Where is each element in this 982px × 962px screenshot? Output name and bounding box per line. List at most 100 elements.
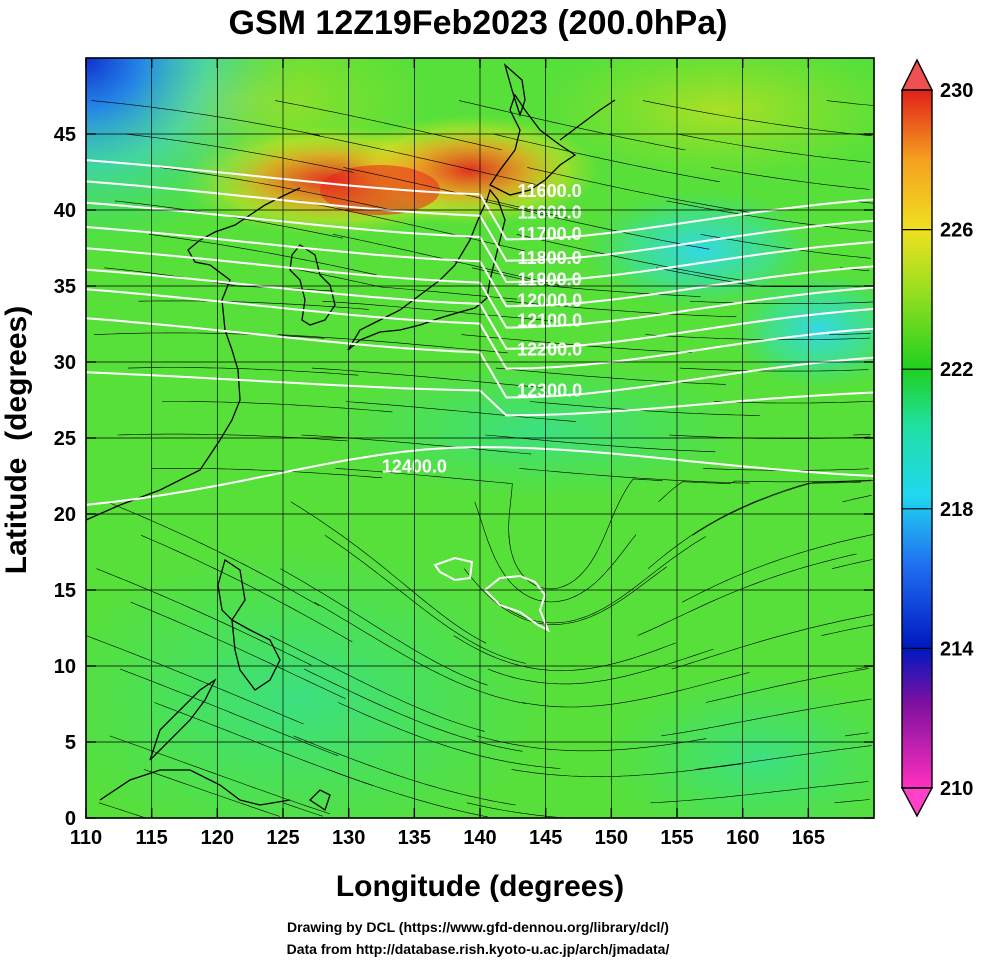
streamline-15 [338,702,561,769]
streamline-23 [86,635,304,725]
streamline-12 [661,698,872,737]
streamline-67 [829,333,871,335]
streamline-37 [141,535,353,643]
colorbar-max-arrow [900,58,934,91]
streamline-13 [845,732,869,737]
streamline-11 [477,735,707,752]
streamline-21 [671,614,874,670]
streamline-63 [93,332,325,339]
streamline-38 [324,535,526,664]
coastlines [86,63,616,812]
streamline-92 [493,133,720,183]
x-tick-label-6: 140 [463,827,496,849]
colorbar-label-0: 210 [940,778,973,800]
x-tick-label-7: 145 [529,827,562,849]
y-tick-label-6: 30 [54,352,76,374]
streamline-80 [700,234,871,259]
streamline-77 [148,234,377,276]
streamline-16 [521,672,750,708]
contour-label-6: 12100.0 [517,310,582,330]
y-tick-label-3: 15 [54,580,76,602]
x-tick-label-5: 135 [398,827,431,849]
streamline-44 [658,479,872,503]
streamline-2 [466,802,567,818]
streamline-28 [130,601,346,699]
streamline-86 [159,167,388,210]
streamline-1 [282,802,323,817]
streamline-8 [695,745,872,770]
chart-title: GSM 12Z19Feb2023 (200.0hPa) [229,4,728,42]
colorbar-label-1: 214 [940,638,974,660]
colorbar-min-arrow [900,787,934,818]
streamline-71 [690,300,874,305]
streamline-30 [498,536,706,624]
streamline-69 [322,300,553,322]
streamline-46 [151,467,382,479]
streamline-19 [303,668,523,752]
streamline-79 [516,234,744,281]
streamline-36 [831,559,873,569]
streamline-55 [162,401,393,413]
streamline-89 [711,167,870,190]
y-tick-label-1: 5 [65,732,76,754]
x-tick-label-1: 115 [136,827,168,849]
contour-label-0: 11600.0 [518,181,582,201]
streamline-14 [154,702,374,786]
x-tick-label-4: 130 [332,827,365,849]
x-tick-label-8: 150 [595,827,628,849]
streamline-95 [91,100,320,136]
streamline-88 [527,167,755,214]
streamline-41 [106,501,320,607]
contour-label-4: 11900.0 [518,269,582,289]
streamline-34 [463,566,667,625]
streamline-84 [666,200,872,232]
streamline-98 [642,100,872,137]
colorbar-gradient [901,89,933,789]
streamline-96 [275,100,502,151]
y-tick-labels: 0 5 10 15 20 25 30 35 40 45 [54,124,76,830]
streamline-10 [293,735,516,806]
colorbar-label-4: 226 [940,220,973,242]
streamline-83 [482,200,710,250]
heatmap-field [86,58,874,818]
contour-label-3: 11800.0 [518,248,582,268]
streamline-99 [826,100,874,106]
y-tick-label-8: 40 [54,200,76,222]
streamline-50 [117,433,348,442]
streamline-68 [138,300,369,310]
streamline-18 [119,668,339,756]
streamline-93 [676,133,871,163]
streamline-39 [508,478,663,590]
y-tick-label-2: 10 [54,656,76,678]
grid-lines [86,58,874,818]
streamline-32 [96,568,312,666]
credit-line-1: Drawing by DCL (https://www.gfd-dennou.o… [287,919,669,935]
streamline-42 [290,501,487,644]
streamline-9 [109,735,331,815]
x-tick-label-3: 125 [266,827,299,849]
closed-contours [433,556,550,633]
streamline-25 [453,635,676,671]
streamline-74 [472,267,701,297]
x-tick-labels: 110 115 120 125 130 135 140 145 150 155 160 165 [70,827,825,849]
streamline-54 [852,434,871,436]
x-tick-label-10: 160 [726,827,759,849]
streamline-45 [842,495,872,503]
y-tick-label-4: 20 [54,504,76,526]
contour-label-5: 12000.0 [517,291,582,311]
contour-label-8: 12300.0 [517,380,582,400]
streamline-51 [301,434,532,455]
x-tick-label-0: 110 [70,827,102,849]
streamline-90 [125,133,354,173]
colorbar-ticks: 210 214 218 222 226 230 [902,80,974,800]
streamline-5 [143,769,280,817]
colorbar-label-3: 222 [940,359,973,381]
streamline-56 [345,401,576,422]
streamline-59 [127,367,359,376]
streamline-58 [713,400,874,404]
y-tick-label-5: 25 [54,428,76,450]
streamline-97 [458,100,686,151]
streamline-48 [519,468,750,484]
x-axis-title: Longitude (degrees) [336,870,624,903]
